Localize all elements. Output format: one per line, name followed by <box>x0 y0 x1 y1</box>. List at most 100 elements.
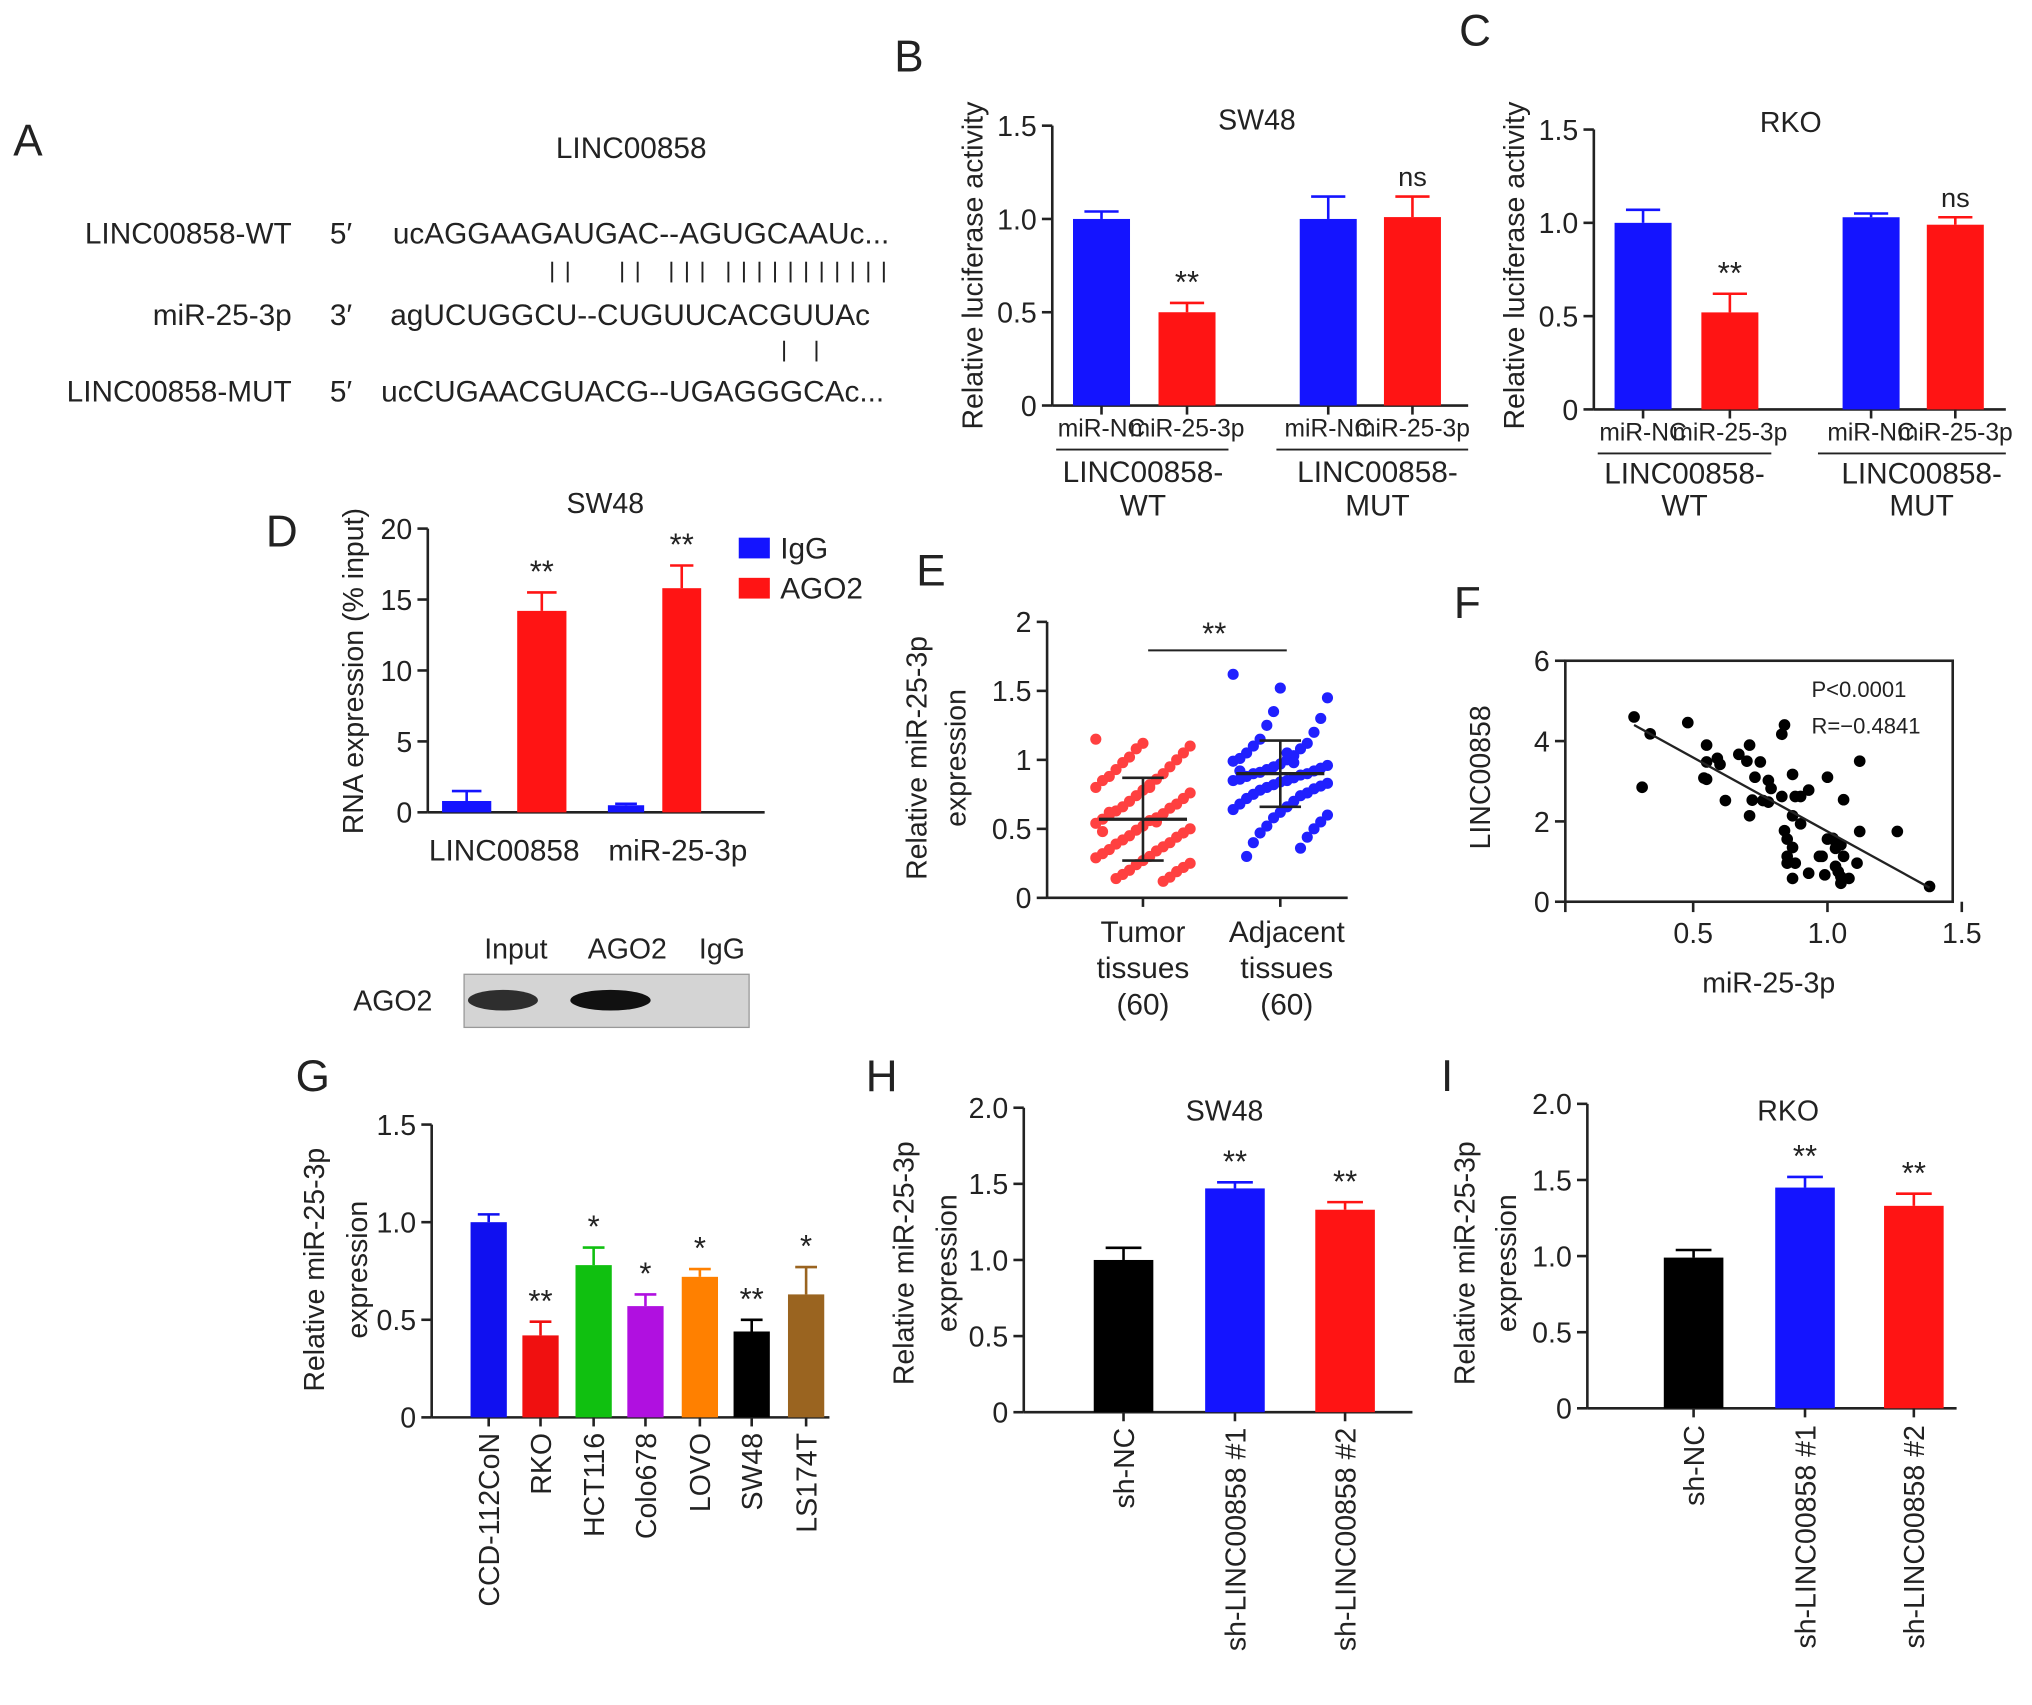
panel-a: A LINC00858 LINC00858-WT 5′ ucAGGAAGAUGAC--A… <box>13 116 889 408</box>
significance-label: ** <box>530 554 554 589</box>
panel-title: SW48 <box>1186 1096 1264 1128</box>
y-tick-label: 6 <box>1534 646 1550 678</box>
x-tick-label: Colo678 <box>631 1433 663 1539</box>
data-point <box>1274 682 1286 694</box>
x-tick-label: tissues <box>1097 952 1190 985</box>
data-point <box>1117 757 1129 769</box>
bar <box>681 1276 719 1418</box>
y-tick-label: 1.5 <box>377 1110 417 1142</box>
x-tick-label: LINC00858 <box>429 834 580 867</box>
data-point <box>1227 668 1239 680</box>
data-point <box>1681 716 1694 729</box>
y-axis-label: Relative miR-25-3p <box>889 1141 921 1385</box>
x-tick-label: HCT116 <box>579 1433 611 1537</box>
panel-letter: G <box>296 1052 330 1101</box>
data-point <box>1732 748 1745 761</box>
x-tick-label: miR-NC <box>1058 416 1145 443</box>
panel-h: H SW48 0 0.5 1.0 1.5 2.0 Relative miR-25-3p expr… <box>866 1052 1413 1651</box>
bar <box>517 610 567 813</box>
strand-end: 3′ <box>330 299 353 332</box>
bar <box>1315 1209 1375 1413</box>
significance-label: ** <box>1902 1155 1926 1190</box>
data-point <box>1308 726 1320 738</box>
panel-letter: A <box>13 116 43 165</box>
y-tick-label: 2 <box>1534 807 1550 839</box>
x-tick-label: sh-LINC00858 #1 <box>1220 1428 1252 1651</box>
data-point <box>1802 867 1815 880</box>
data-point <box>1786 872 1799 885</box>
x-tick-label: 0.5 <box>1673 918 1713 950</box>
y-axis-label: expression <box>940 689 972 827</box>
data-point <box>1818 868 1831 881</box>
y-axis-label: Relative luciferase activity <box>957 101 989 430</box>
data-point <box>1719 794 1732 807</box>
sequence: ucCUGAACGUACG--UGAGGGCAc... <box>381 376 884 409</box>
data-point <box>1247 740 1259 752</box>
data-point <box>1254 733 1266 745</box>
bar <box>1383 217 1441 406</box>
group-label: LINC00858- <box>1604 457 1765 490</box>
y-tick-label: 1.5 <box>969 1169 1009 1201</box>
data-point <box>1628 711 1640 723</box>
y-axis-label: Relative miR-25-3p <box>902 636 934 880</box>
panel-title: RKO <box>1760 107 1822 139</box>
y-axis-label: expression <box>931 1194 963 1332</box>
panel-letter: D <box>266 508 298 557</box>
strand-end: 5′ <box>330 218 353 251</box>
plot-frame <box>1564 659 1955 904</box>
data-point <box>1714 758 1726 771</box>
bar <box>1093 1259 1154 1413</box>
bar <box>627 1306 664 1418</box>
data-point <box>1741 755 1753 767</box>
significance-label: ** <box>670 527 694 562</box>
data-point <box>1110 763 1122 776</box>
sequence-name: miR-25-3p <box>153 299 292 332</box>
data-point <box>1789 857 1802 870</box>
x-tick-label: miR-25-3p <box>1130 416 1245 443</box>
bar <box>1663 1257 1724 1409</box>
data-point <box>1090 817 1102 829</box>
significance-label: * <box>694 1231 706 1266</box>
data-point <box>1227 755 1239 767</box>
y-tick-label: 1.0 <box>1539 208 1579 240</box>
panel-letter: I <box>1441 1052 1453 1101</box>
significance-label: ** <box>1793 1139 1817 1174</box>
y-tick-label: 0.5 <box>1532 1318 1572 1350</box>
data-point <box>1746 794 1759 806</box>
data-point <box>1321 809 1334 821</box>
y-tick-label: 0 <box>400 1403 416 1435</box>
y-axis-label: Relative miR-25-3p <box>299 1148 331 1392</box>
bar <box>1884 1205 1944 1409</box>
legend-swatch <box>738 577 770 599</box>
group-label: LINC00858- <box>1063 456 1224 489</box>
y-axis-label: RNA expression (% input) <box>338 508 370 834</box>
x-tick-label: sh-LINC00858 #1 <box>1790 1425 1822 1648</box>
data-point <box>1164 761 1176 773</box>
panel-letter: C <box>1459 6 1491 55</box>
x-tick-label: tissues <box>1240 952 1333 985</box>
data-point <box>1301 831 1313 843</box>
group-label: LINC00858- <box>1297 456 1458 489</box>
significance-label: ** <box>1202 616 1226 651</box>
sequence-name: LINC00858-WT <box>85 218 292 251</box>
y-tick-label: 1.5 <box>1532 1165 1572 1197</box>
y-tick-label: 0.5 <box>992 814 1032 846</box>
group-label: WT <box>1661 490 1707 523</box>
data-point <box>1177 747 1189 759</box>
y-axis-label: expression <box>342 1201 374 1339</box>
y-tick-label: 1.0 <box>1532 1241 1572 1273</box>
legend-label: AGO2 <box>780 573 863 606</box>
data-point <box>1090 781 1102 794</box>
regression-line <box>1633 723 1931 889</box>
data-point <box>1096 826 1109 838</box>
p-value-annotation: P<0.0001 <box>1811 677 1906 702</box>
data-point <box>1786 841 1799 854</box>
data-point <box>1743 739 1756 751</box>
y-tick-label: 2.0 <box>1532 1089 1572 1121</box>
x-tick-label: miR-25-3p <box>1898 420 2013 447</box>
y-tick-label: 20 <box>381 514 413 546</box>
bar <box>662 588 702 813</box>
data-point <box>1254 827 1266 839</box>
data-point <box>1130 743 1142 755</box>
significance-label: ** <box>1223 1144 1247 1179</box>
